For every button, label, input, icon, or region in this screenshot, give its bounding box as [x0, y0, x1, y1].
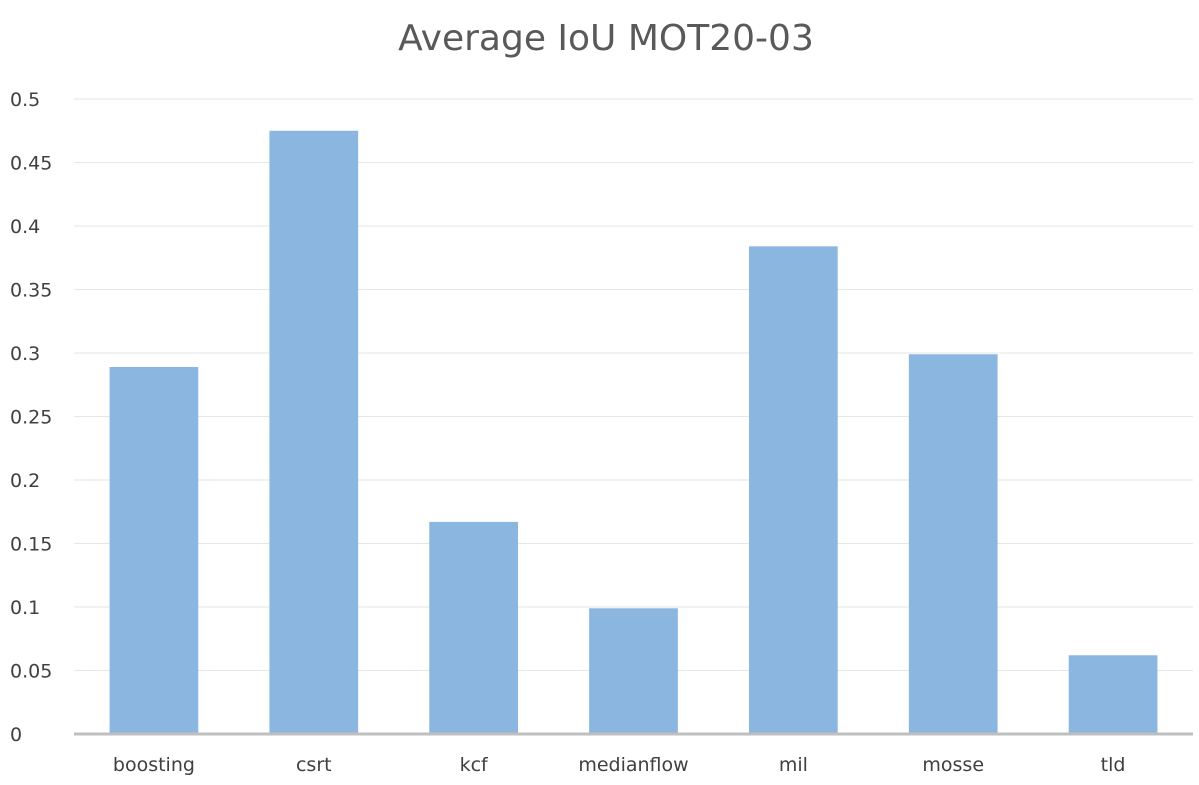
y-tick-label: 0 [10, 724, 22, 746]
y-tick-label: 0.45 [10, 153, 52, 175]
y-tick-label: 0.35 [10, 280, 52, 302]
bar-mosse [908, 354, 998, 734]
bar-kcf [429, 521, 519, 734]
x-axis-ticks: boosting csrt kcf medianflow mil mosse tld [113, 754, 1126, 776]
x-tick-label: kcf [460, 754, 489, 776]
y-tick-label: 0.1 [10, 597, 40, 619]
bar-medianflow [589, 608, 678, 734]
y-tick-label: 0.05 [10, 661, 52, 683]
bar-tld [1068, 655, 1158, 734]
y-tick-label: 0.15 [10, 534, 52, 556]
gridlines [74, 98, 1193, 671]
y-tick-label: 0.25 [10, 407, 52, 429]
y-tick-label: 0.3 [10, 343, 40, 365]
y-axis-ticks: 0 0.05 0.1 0.15 0.2 0.25 0.3 0.35 0.4 0.45 0.5 [10, 89, 52, 746]
x-tick-label: mosse [922, 754, 984, 776]
bar-boosting [109, 366, 199, 734]
x-tick-label: medianflow [578, 754, 688, 776]
x-tick-label: mil [779, 754, 808, 776]
y-tick-label: 0.2 [10, 470, 40, 492]
x-tick-label: csrt [296, 754, 332, 776]
bar-mil [748, 246, 838, 734]
chart-title: Average IoU MOT20-03 [398, 18, 814, 59]
y-tick-label: 0.5 [10, 89, 40, 111]
bar-csrt [269, 130, 359, 734]
bars [109, 130, 1158, 734]
x-tick-label: boosting [113, 754, 195, 776]
x-tick-label: tld [1101, 754, 1126, 776]
y-tick-label: 0.4 [10, 216, 40, 238]
